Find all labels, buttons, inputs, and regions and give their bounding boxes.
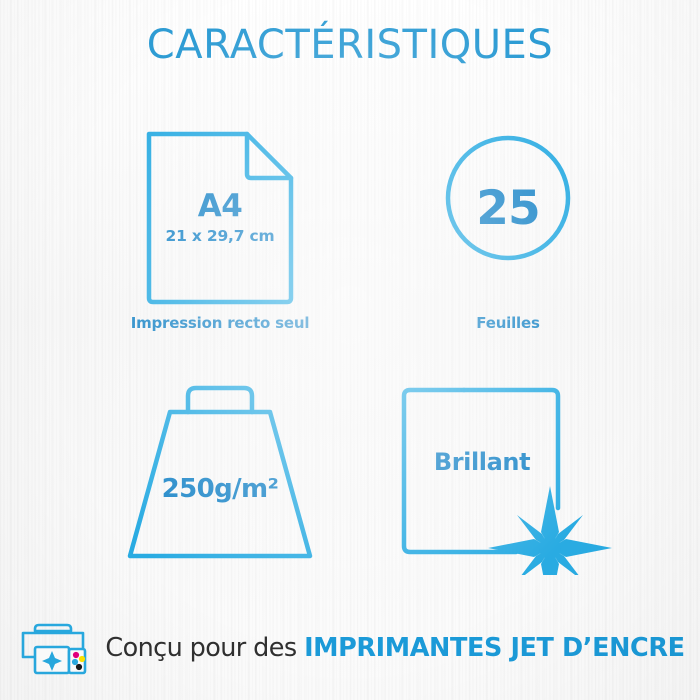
feature-paper-finish: Brillant [370, 380, 646, 575]
feature-sheet-count: 25 Feuilles [370, 126, 646, 332]
banner-lead-text: Conçu pour des [105, 633, 305, 663]
banner-strong-text: IMPRIMANTES JET D’ENCRE [304, 633, 685, 663]
bottom-banner: Conçu pour des IMPRIMANTES JET D’ENCRE [0, 612, 700, 684]
sheet-count-value: 25 [476, 181, 540, 236]
weight-icon: 250g/m² [68, 380, 372, 565]
inkjet-printer-icon [15, 617, 91, 679]
document-page-icon: A4 21 x 29,7 cm [68, 126, 372, 306]
paper-weight-value: 250g/m² [161, 474, 279, 504]
feature-paper-format: A4 21 x 29,7 cm Impression recto seul [68, 126, 372, 332]
feature-paper-weight: 250g/m² [68, 380, 372, 565]
paper-finish-value: Brillant [433, 448, 531, 476]
banner-text: Conçu pour des IMPRIMANTES JET D’ENCRE [105, 633, 685, 663]
feature-label-paper-format: Impression recto seul [130, 314, 310, 332]
page-title: CARACTÉRISTIQUES [146, 22, 554, 68]
feature-label-sheet-count: Feuilles [476, 314, 540, 332]
circle-icon: 25 [370, 126, 646, 306]
sparkle-star-icon: Brillant [370, 380, 646, 575]
